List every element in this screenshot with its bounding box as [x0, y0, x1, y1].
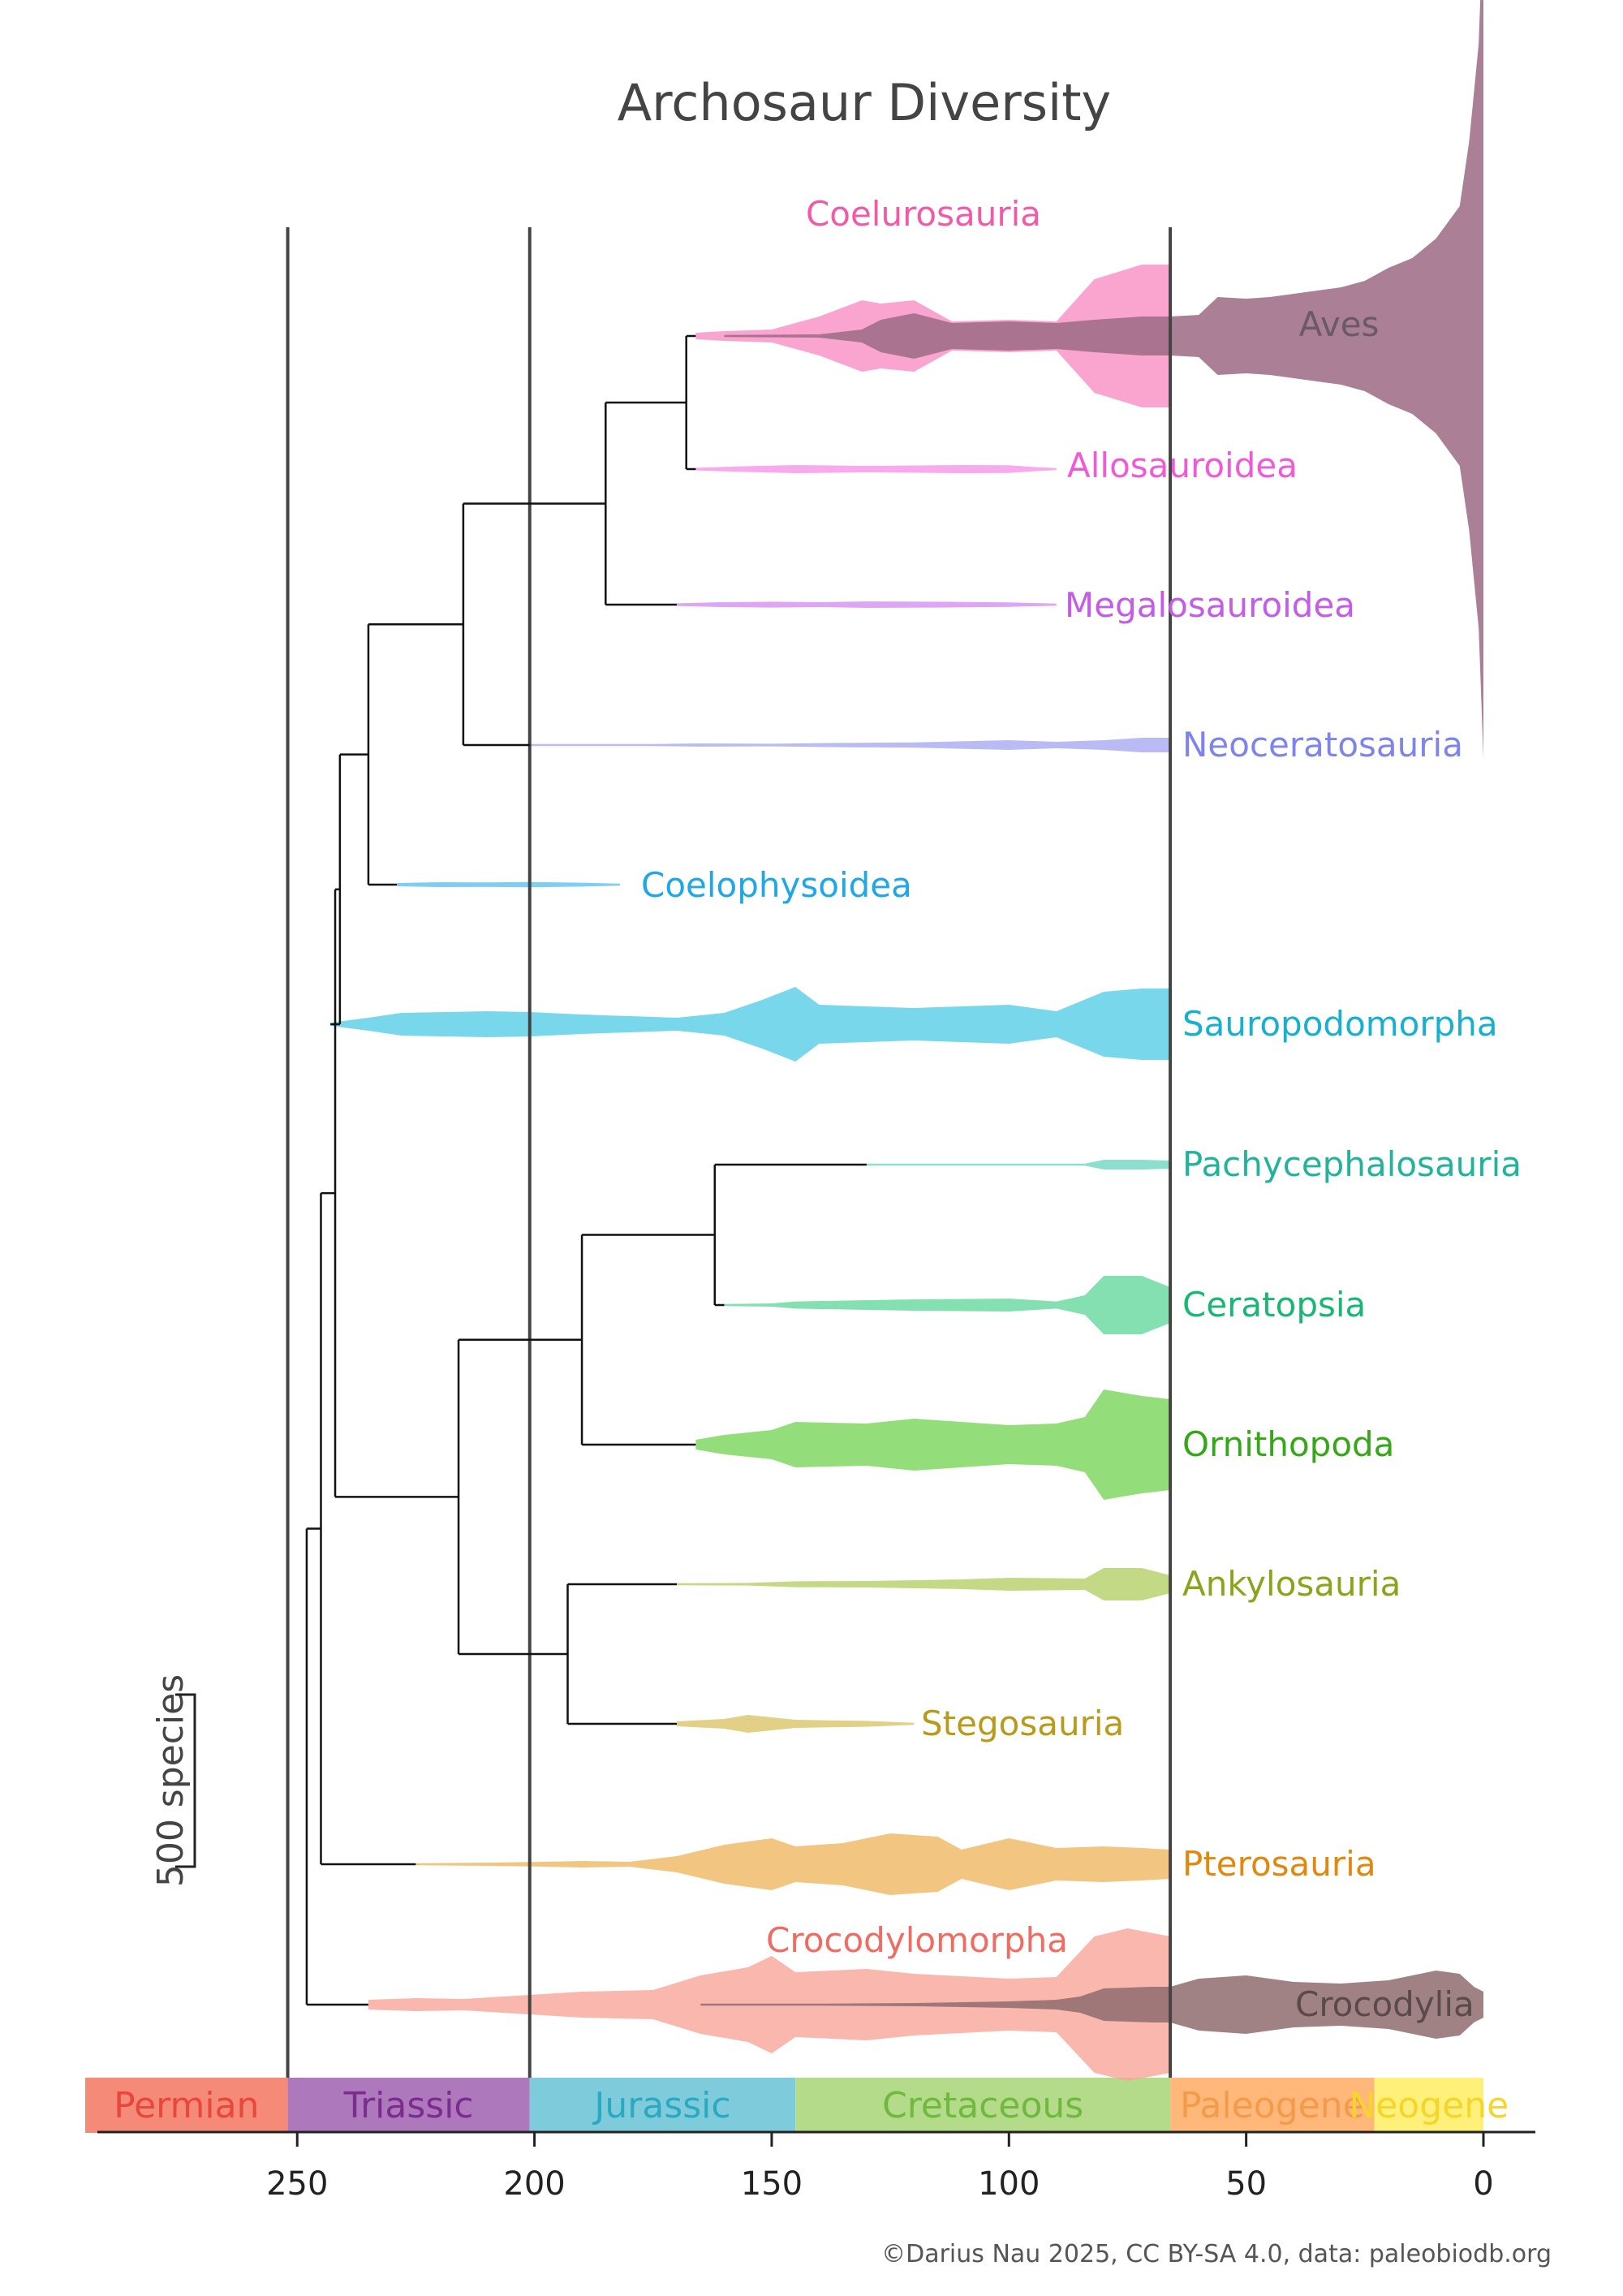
period-jurassic — [529, 2078, 796, 2133]
stream-ceratopsia — [724, 1276, 1171, 1334]
x-tick-label: 200 — [503, 2165, 565, 2203]
scale-bar-label: 500 species — [150, 1674, 192, 1887]
period-label-jurassic: Jurassic — [592, 2085, 730, 2126]
x-tick-label: 150 — [741, 2165, 803, 2203]
time-axis: 250 200 150 100 50 0 — [97, 2130, 1535, 2203]
label-allosauroidea: Allosauroidea — [1067, 446, 1298, 485]
label-megalosauroidea: Megalosauroidea — [1065, 585, 1355, 625]
label-pterosauria: Pterosauria — [1182, 1844, 1376, 1884]
period-label-permian: Permian — [114, 2085, 259, 2126]
stream-aves — [724, 0, 1483, 758]
stream-pachycephalosauria — [866, 1160, 1171, 1170]
label-crocodylomorpha: Crocodylomorpha — [766, 1920, 1068, 1960]
period-paleogene — [1170, 2078, 1375, 2133]
period-label-neogene: Neogene — [1349, 2085, 1509, 2126]
stream-pterosauria — [415, 1833, 1171, 1895]
stream-sauropodomorpha — [330, 987, 1171, 1062]
x-tick-label: 100 — [978, 2165, 1040, 2203]
period-permian — [85, 2078, 288, 2133]
label-crocodylia: Crocodylia — [1295, 1984, 1474, 2024]
label-sauropodomorpha: Sauropodomorpha — [1182, 1004, 1498, 1044]
period-bar: Permian Triassic Jurassic Cretaceous Paleoge… — [85, 2078, 1509, 2133]
label-ornithopoda: Ornithopoda — [1182, 1424, 1394, 1464]
period-neogene — [1374, 2078, 1483, 2133]
period-cretaceous — [795, 2078, 1171, 2133]
stream-ornithopoda — [695, 1389, 1171, 1500]
stream-ankylosauria — [677, 1568, 1171, 1600]
period-label-cretaceous: Cretaceous — [882, 2085, 1083, 2126]
label-ankylosauria: Ankylosauria — [1182, 1564, 1401, 1604]
credit-text: ©Darius Nau 2025, CC BY-SA 4.0, data: pa… — [881, 2240, 1552, 2268]
stream-megalosauroidea — [677, 601, 1057, 608]
x-tick-label: 250 — [266, 2165, 328, 2203]
scale-bar-bracket — [175, 1693, 196, 1868]
label-coelurosauria: Coelurosauria — [806, 194, 1041, 234]
clade-labels: Coelurosauria Aves Allosauroidea Megalosaur… — [641, 194, 1522, 2024]
label-stegosauria: Stegosauria — [921, 1704, 1124, 1743]
period-boundaries — [286, 227, 1173, 2078]
diversity-streams — [330, 0, 1483, 2081]
stream-coelophysoidea — [397, 881, 620, 888]
period-triassic — [287, 2078, 530, 2133]
label-pachycephalosauria: Pachycephalosauria — [1182, 1144, 1522, 1184]
period-label-paleogene: Paleogene — [1180, 2085, 1365, 2126]
label-neoceratosauria: Neoceratosauria — [1182, 725, 1463, 765]
x-tick-label: 0 — [1473, 2165, 1493, 2203]
label-ceratopsia: Ceratopsia — [1182, 1285, 1366, 1325]
label-coelophysoidea: Coelophysoidea — [641, 865, 912, 905]
stream-neoceratosauria — [529, 738, 1171, 752]
x-tick-label: 50 — [1225, 2165, 1267, 2203]
stream-crocodylia — [700, 1971, 1483, 2039]
phylogenetic-tree — [305, 334, 867, 2006]
scale-bar: 500 species — [150, 1674, 196, 1887]
stream-stegosauria — [677, 1715, 915, 1733]
period-label-triassic: Triassic — [343, 2085, 474, 2126]
chart-title: Archosaur Diversity — [618, 73, 1111, 132]
label-aves: Aves — [1299, 304, 1380, 344]
stream-allosauroidea — [695, 465, 1057, 473]
